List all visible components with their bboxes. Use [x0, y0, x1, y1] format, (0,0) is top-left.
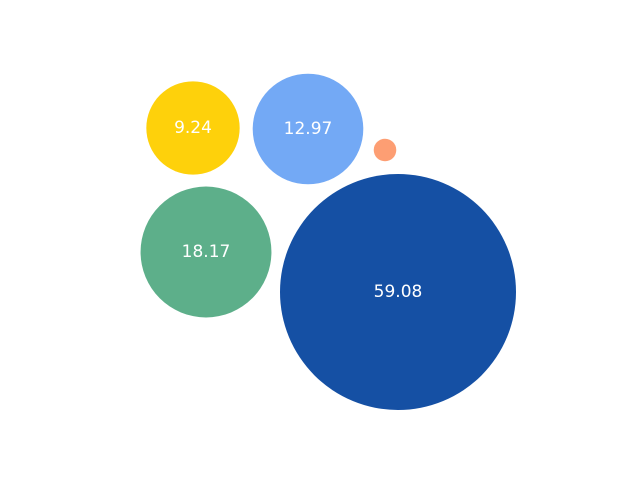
- bubble-value-label: 18.17: [182, 242, 231, 262]
- bubble-circle: [252, 73, 364, 185]
- bubble-circle: [140, 186, 272, 318]
- bubble-3: 9.24: [146, 81, 240, 175]
- bubble-value-label: 9.24: [174, 118, 212, 138]
- bubble-circle: [280, 174, 516, 410]
- bubble-4: [373, 138, 397, 162]
- bubble-1: 18.17: [140, 186, 272, 318]
- bubble-circle: [373, 138, 397, 162]
- bubble-0: 59.08: [280, 174, 516, 410]
- bubble-value-label: 59.08: [374, 282, 423, 302]
- bubble-2: 12.97: [252, 73, 364, 185]
- bubble-circle: [146, 81, 240, 175]
- bubble-value-label: 12.97: [284, 119, 333, 139]
